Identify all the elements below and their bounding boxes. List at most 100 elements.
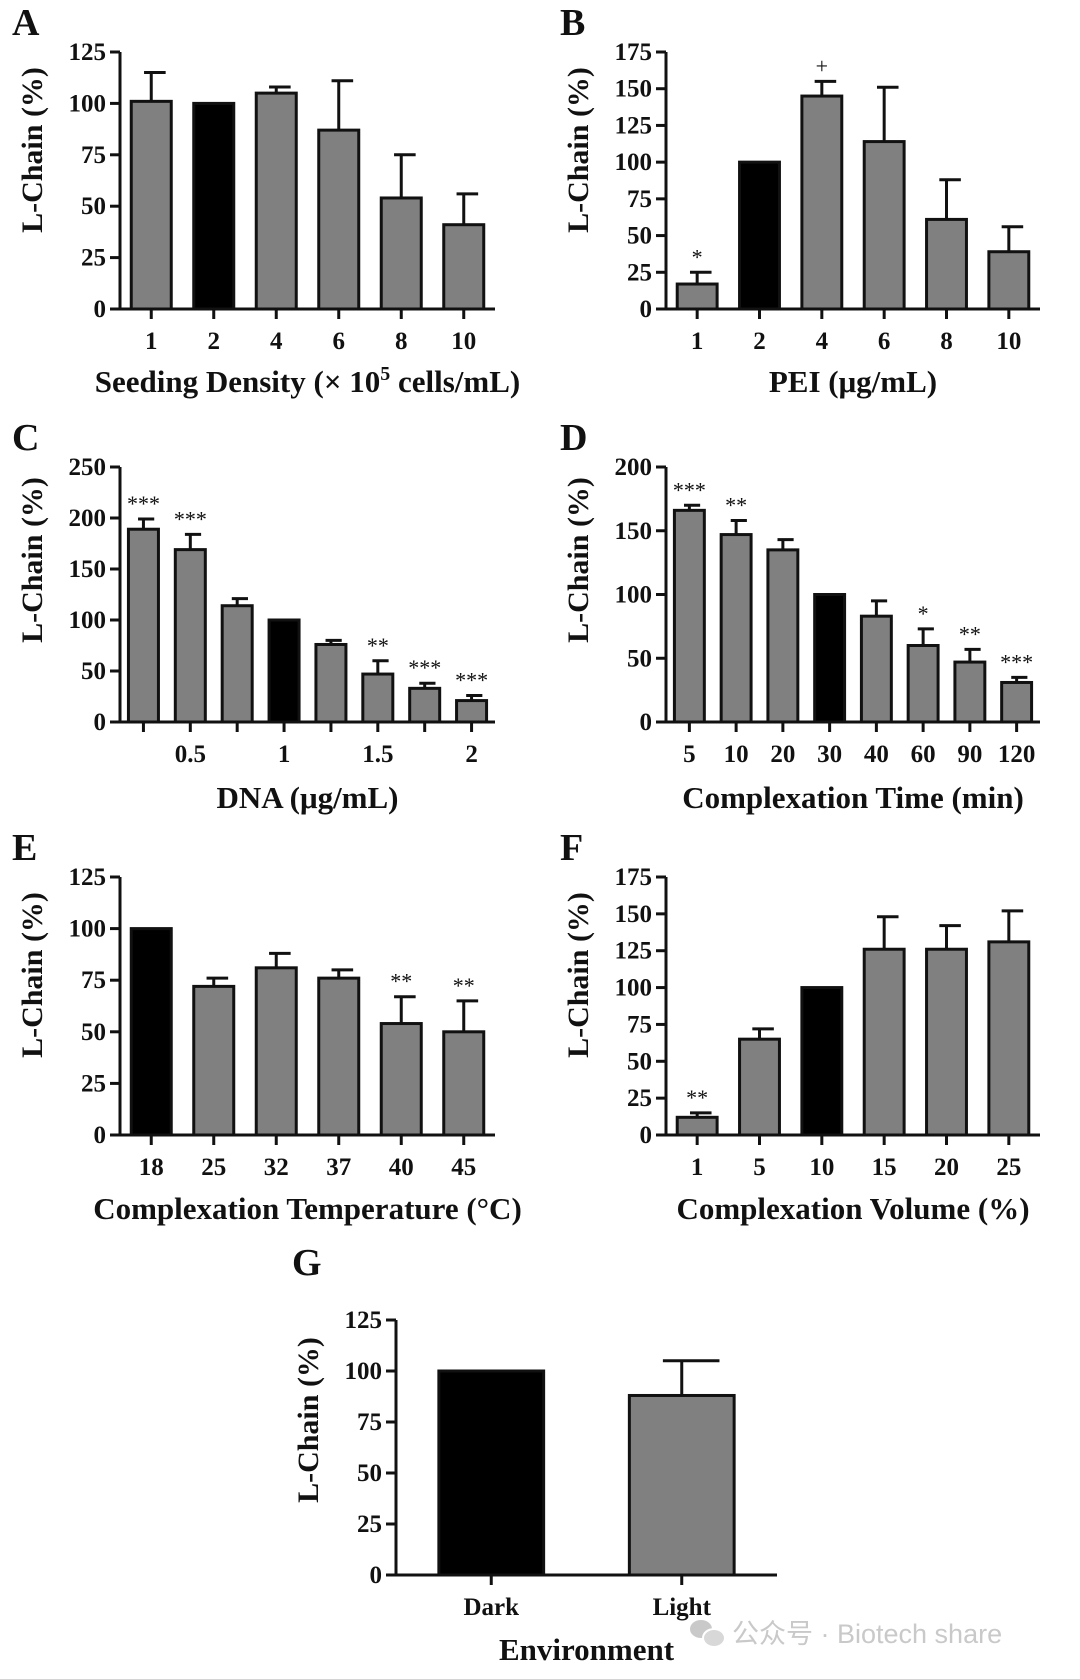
y-axis-label: L-Chain (%) <box>292 1337 325 1503</box>
y-axis-label: L-Chain (%) <box>16 477 49 643</box>
x-tick-label: 0.5 <box>175 741 206 768</box>
y-tick-label: 0 <box>640 1122 653 1149</box>
x-tick-label: 25 <box>201 1154 226 1181</box>
bar-d-90 <box>953 660 987 724</box>
bar-d-40 <box>859 614 893 724</box>
x-tick-label: 20 <box>770 741 795 768</box>
x-tick-label: 8 <box>395 328 408 355</box>
significance-label: * <box>692 244 703 269</box>
x-tick-label: 37 <box>326 1154 351 1181</box>
panel-letter: C <box>12 417 39 459</box>
y-tick-label: 100 <box>345 1358 383 1385</box>
x-tick-label: 10 <box>724 741 749 768</box>
y-tick-label: 100 <box>615 149 653 176</box>
y-tick-label: 150 <box>615 518 653 545</box>
y-axis-label: L-Chain (%) <box>562 892 595 1058</box>
bar-f-20 <box>925 947 968 1137</box>
bar-c-0.5 <box>173 548 207 724</box>
x-tick-label: 20 <box>934 1154 959 1181</box>
bar-c-0.25 <box>126 527 160 724</box>
bar-a-1 <box>129 99 173 311</box>
y-tick-label: 100 <box>69 607 107 634</box>
y-axis-label: L-Chain (%) <box>16 892 49 1058</box>
y-tick-label: 50 <box>81 1019 106 1046</box>
significance-label: ** <box>959 621 981 646</box>
y-tick-label: 125 <box>615 112 653 139</box>
x-tick-label: 4 <box>270 328 283 355</box>
x-axis-label-suffix: cells/mL) <box>390 364 520 399</box>
significance-label: ** <box>390 969 412 994</box>
bar-e-45 <box>442 1030 486 1137</box>
y-tick-label: 175 <box>615 39 653 66</box>
panel-letter: E <box>12 827 37 869</box>
panel-g: G 0 25 50 75 100 125 Dark Light Environment L-Chai… <box>292 1242 777 1667</box>
x-axis-label: Seeding Density (× 105 cells/mL) <box>95 363 520 399</box>
y-axis-label: L-Chain (%) <box>562 477 595 643</box>
y-tick-label: 125 <box>69 864 107 891</box>
x-tick-label: 30 <box>817 741 842 768</box>
watermark-text: 公众号 · Biotech share <box>732 1619 1003 1649</box>
y-tick-label: 100 <box>615 975 653 1002</box>
x-axis-label: Environment <box>499 1632 675 1667</box>
bar-d-5 <box>672 508 706 724</box>
x-tick-label: 5 <box>753 1154 766 1181</box>
bar-d-60 <box>906 644 940 724</box>
y-tick-label: 0 <box>94 709 107 736</box>
x-tick-label: 4 <box>816 328 829 355</box>
x-tick-label: 5 <box>683 741 696 768</box>
x-tick-label: 40 <box>864 741 889 768</box>
y-tick-label: 250 <box>69 454 107 481</box>
x-tick-label: 10 <box>809 1154 834 1181</box>
y-tick-label: 200 <box>615 454 653 481</box>
bar-c-1.25 <box>314 642 348 724</box>
significance-label: *** <box>455 667 488 692</box>
x-tick-label: 1 <box>691 328 704 355</box>
x-tick-label: 1.5 <box>362 741 393 768</box>
y-tick-label: 75 <box>627 186 652 213</box>
y-tick-label: 0 <box>94 296 107 323</box>
y-tick-label: 125 <box>345 1307 383 1334</box>
y-tick-label: 0 <box>370 1562 383 1589</box>
bar-e-37 <box>317 976 361 1137</box>
x-tick-label: 1 <box>691 1154 704 1181</box>
bar-d-20 <box>766 548 800 724</box>
y-tick-label: 150 <box>69 556 107 583</box>
y-tick-label: 125 <box>615 938 653 965</box>
watermark: 公众号 · Biotech share <box>690 1612 1002 1651</box>
bar-f-15 <box>862 947 906 1137</box>
y-tick-label: 150 <box>615 901 653 928</box>
panel-a: A 0 25 50 75 100 125 1 2 4 6 8 10 Seeding Density (× … <box>12 2 520 399</box>
bar-d-30 <box>813 593 847 724</box>
y-tick-label: 75 <box>81 967 106 994</box>
bar-f-1 <box>675 1115 719 1137</box>
y-tick-label: 175 <box>615 864 653 891</box>
y-tick-label: 25 <box>357 1511 382 1538</box>
significance-label: ** <box>367 633 389 658</box>
x-tick-label: 8 <box>940 328 953 355</box>
y-axis-label: L-Chain (%) <box>562 67 595 233</box>
y-tick-label: 100 <box>69 916 107 943</box>
bar-b-8 <box>925 217 968 311</box>
bar-g-Light <box>627 1393 736 1577</box>
bar-c-1 <box>267 618 301 724</box>
x-axis-label: PEI (μg/mL) <box>769 364 937 399</box>
x-tick-label: 10 <box>996 328 1021 355</box>
y-tick-label: 0 <box>94 1122 107 1149</box>
bar-a-10 <box>442 223 486 311</box>
panel-letter: B <box>560 2 585 44</box>
y-tick-label: 0 <box>640 709 653 736</box>
x-axis-label-superscript: 5 <box>380 363 390 385</box>
bar-b-4 <box>800 94 844 311</box>
panel-e: E 0 25 50 75 100 125 18 25 32 37 ** 40 ** 45 Complexati… <box>12 827 522 1226</box>
x-tick-label: 1 <box>278 741 291 768</box>
y-tick-label: 25 <box>627 1085 652 1112</box>
bar-c-1.5 <box>361 672 395 724</box>
y-tick-label: 100 <box>615 582 653 609</box>
y-tick-label: 0 <box>640 296 653 323</box>
y-tick-label: 50 <box>627 223 652 250</box>
x-axis-label: DNA (μg/mL) <box>216 780 398 815</box>
x-tick-label: 2 <box>753 328 766 355</box>
x-axis-label: Complexation Time (min) <box>682 780 1024 815</box>
